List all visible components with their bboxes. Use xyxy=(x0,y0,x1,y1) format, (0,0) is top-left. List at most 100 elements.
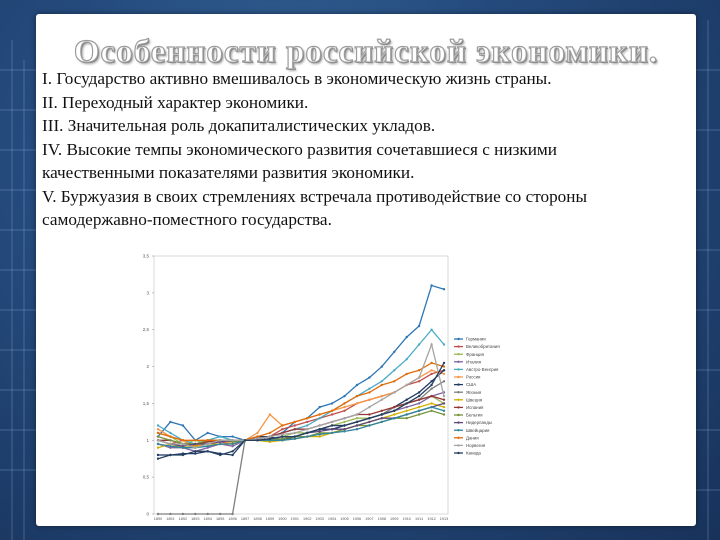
legend-marker xyxy=(457,436,460,439)
legend-label: Норвегия xyxy=(466,443,486,448)
data-point xyxy=(281,433,284,436)
x-tick-label: 1892 xyxy=(179,517,187,521)
legend-label: Швеция xyxy=(466,397,483,402)
data-point xyxy=(156,431,160,435)
data-point xyxy=(430,369,433,372)
data-point xyxy=(293,435,296,438)
legend-label: Австро-Венгрия xyxy=(466,367,499,372)
data-point xyxy=(318,435,321,438)
data-point xyxy=(156,424,160,427)
x-tick-label: 1898 xyxy=(253,517,261,521)
data-point xyxy=(442,343,446,346)
data-point xyxy=(343,430,346,433)
data-point xyxy=(430,284,433,287)
data-point xyxy=(231,450,234,453)
data-point xyxy=(430,409,433,412)
data-point xyxy=(268,413,272,416)
data-point xyxy=(405,398,408,401)
data-point xyxy=(169,420,172,424)
data-point xyxy=(156,457,160,460)
legend-marker xyxy=(457,429,460,432)
data-point xyxy=(442,402,446,405)
x-tick-label: 1895 xyxy=(216,517,224,521)
data-point xyxy=(355,413,359,416)
data-point xyxy=(169,512,172,516)
data-point xyxy=(405,358,408,361)
data-point xyxy=(181,442,185,446)
data-point xyxy=(355,383,359,387)
point-5-line: V. Буржуазия в своих стремлениях встреча… xyxy=(42,186,588,206)
data-point xyxy=(380,365,383,368)
data-point xyxy=(405,383,408,387)
data-point xyxy=(368,387,371,390)
x-tick-label: 1904 xyxy=(328,517,336,521)
point-1-line: I. Государство активно вмешивалось в эко… xyxy=(42,69,552,88)
data-point xyxy=(194,442,197,446)
data-point xyxy=(156,512,160,516)
data-point xyxy=(206,439,209,442)
data-point xyxy=(393,369,396,372)
data-point xyxy=(293,437,296,440)
data-point xyxy=(368,376,371,379)
x-tick-label: 1902 xyxy=(303,517,311,521)
data-point xyxy=(380,380,383,383)
data-point xyxy=(231,442,234,446)
data-point xyxy=(206,442,209,446)
data-point xyxy=(156,439,160,442)
x-tick-label: 1907 xyxy=(365,517,373,521)
data-point xyxy=(293,420,296,424)
data-point xyxy=(405,417,408,420)
data-point xyxy=(330,431,334,435)
data-point xyxy=(355,428,359,431)
data-point xyxy=(442,369,446,372)
x-tick-label: 1894 xyxy=(204,517,212,521)
data-point xyxy=(231,453,234,457)
data-point xyxy=(405,405,408,409)
data-point xyxy=(330,428,334,431)
x-tick-label: 1912 xyxy=(427,517,435,521)
legend-label: Канада xyxy=(466,451,481,456)
data-point xyxy=(368,391,371,394)
legend-marker xyxy=(457,360,460,363)
data-point xyxy=(430,380,433,383)
y-tick-label: 1 xyxy=(146,438,149,443)
data-point xyxy=(156,435,160,438)
data-point xyxy=(393,350,396,353)
data-point xyxy=(194,439,197,442)
data-point xyxy=(219,512,222,516)
data-point xyxy=(380,420,383,424)
data-point xyxy=(417,343,421,346)
data-point xyxy=(281,424,284,427)
data-point xyxy=(256,435,259,438)
data-point xyxy=(219,453,222,457)
data-point xyxy=(405,335,408,339)
point-4-continuation-line: качественными показателями развития экон… xyxy=(42,163,415,182)
legend-marker xyxy=(457,368,460,371)
y-tick-label: 2,5 xyxy=(143,327,150,332)
data-point xyxy=(343,424,346,427)
data-point xyxy=(194,450,197,453)
data-point xyxy=(380,394,383,398)
data-point xyxy=(417,402,421,405)
y-tick-label: 3 xyxy=(146,290,149,295)
point-3-line: III. Значительная роль докапиталистическ… xyxy=(42,116,436,135)
plot-area xyxy=(153,255,449,515)
legend-marker xyxy=(457,345,460,348)
legend-label: Россия xyxy=(466,375,481,380)
x-tick-label: 1891 xyxy=(166,517,174,521)
data-point xyxy=(181,453,185,457)
data-point xyxy=(306,435,309,438)
data-point xyxy=(405,413,408,416)
data-point xyxy=(430,405,433,409)
x-tick-label: 1909 xyxy=(390,517,398,521)
legend-label: Германия xyxy=(466,337,486,342)
data-point xyxy=(293,424,296,427)
data-point xyxy=(442,409,446,412)
data-point xyxy=(355,424,359,427)
slide-title: Особенности российской экономики. xyxy=(73,34,659,70)
legend-marker xyxy=(457,375,460,379)
data-point xyxy=(368,413,371,416)
data-point xyxy=(206,445,209,448)
series-line xyxy=(157,342,445,449)
legend-label: Испания xyxy=(466,405,484,410)
